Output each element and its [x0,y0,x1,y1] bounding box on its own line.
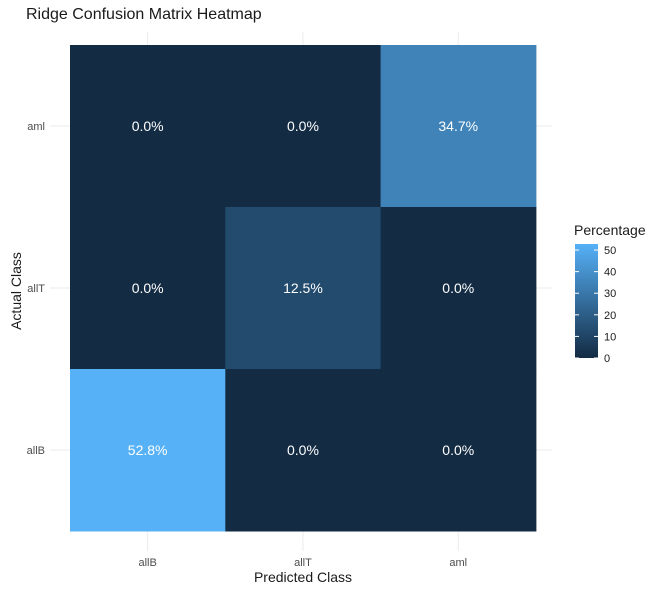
heatmap-cell [225,207,382,370]
cell-value-label: 0.0% [442,280,474,296]
x-tick-label: allB [138,557,156,569]
cell-value-label: 0.0% [287,442,319,458]
legend-tick-label: 30 [604,288,616,300]
x-tick-label: aml [449,557,467,569]
x-tick-label: allT [294,557,312,569]
chart-title: Ridge Confusion Matrix Heatmap [26,6,262,23]
cell-value-label: 0.0% [287,118,319,134]
legend-tick-label: 50 [604,245,616,257]
legend-tick-label: 0 [604,353,610,365]
legend-colorbar [575,244,598,358]
heatmap-cell [225,369,382,532]
heatmap-cell [380,207,537,370]
y-axis-title: Actual Class [8,252,24,330]
heatmap-cell [70,207,226,370]
cell-value-label: 52.8% [128,442,168,458]
heatmap-cell [70,45,226,208]
heatmap-cell [70,369,226,532]
cell-value-label: 0.0% [132,118,164,134]
cell-value-label: 12.5% [283,280,323,296]
y-tick-label: allT [27,283,45,295]
y-tick-label: allB [27,445,45,457]
cell-value-label: 0.0% [132,280,164,296]
legend-tick-label: 20 [604,310,616,322]
heatmap-cell [380,45,537,208]
cell-value-label: 0.0% [442,442,474,458]
cell-value-label: 34.7% [438,118,478,134]
heatmap-cell [225,45,382,208]
heatmap-cell [380,369,537,532]
x-axis-title: Predicted Class [253,569,353,585]
legend-tick-label: 10 [604,331,616,343]
y-tick-label: aml [27,121,45,133]
legend-tick-label: 40 [604,267,616,279]
legend-title: Percentage [574,222,646,238]
